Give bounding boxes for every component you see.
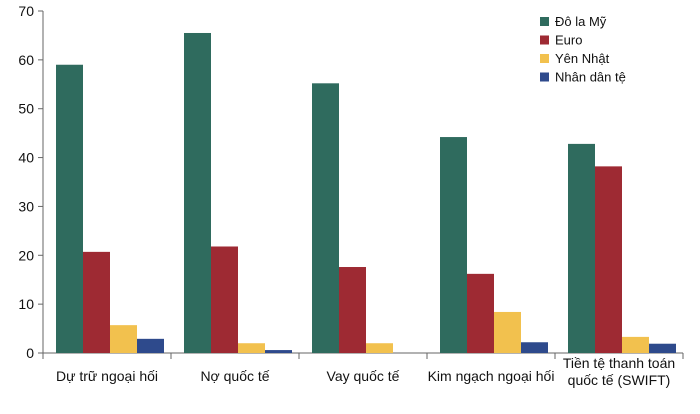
bar-2-2 bbox=[211, 246, 238, 353]
y-tick-label: 10 bbox=[18, 296, 34, 312]
legend-label: Euro bbox=[555, 33, 582, 48]
category-label: Vay quốc tế bbox=[327, 368, 400, 384]
legend-swatch bbox=[540, 17, 549, 26]
bar-3-2 bbox=[238, 343, 265, 353]
bar-2-1 bbox=[83, 251, 110, 353]
category-label: Dự trữ ngoại hối bbox=[56, 368, 158, 384]
y-tick-label: 20 bbox=[18, 247, 34, 263]
y-tick-label: 40 bbox=[18, 150, 34, 166]
bar-4-4 bbox=[521, 342, 548, 353]
bar-1-2 bbox=[184, 32, 211, 353]
bar-1-3 bbox=[312, 83, 339, 354]
bar-3-5 bbox=[622, 336, 649, 353]
legend-label: Yên Nhật bbox=[555, 51, 610, 66]
legend-swatch bbox=[540, 72, 549, 82]
bar-3-4 bbox=[494, 311, 521, 353]
y-tick-label: 30 bbox=[18, 198, 34, 214]
category-label: quốc tế (SWIFT) bbox=[568, 372, 671, 388]
legend-label: Đô la Mỹ bbox=[555, 14, 607, 29]
bar-1-4 bbox=[440, 137, 467, 353]
category-label: Kim ngạch ngoại hối bbox=[428, 368, 555, 384]
chart-bars bbox=[56, 32, 676, 354]
legend-swatch bbox=[540, 54, 549, 63]
bar-2-3 bbox=[339, 267, 366, 353]
bar-3-1 bbox=[110, 325, 137, 353]
category-labels: Dự trữ ngoại hối Nợ quốc tế Vay quốc tế Kim… bbox=[56, 355, 675, 388]
bar-3-3 bbox=[366, 343, 393, 353]
bar-4-1 bbox=[137, 338, 164, 353]
bar-1-1 bbox=[56, 64, 83, 353]
chart-legend: Đô la Mỹ Euro Yên Nhật Nhân dân tệ bbox=[540, 14, 626, 85]
y-tick-label: 50 bbox=[18, 101, 34, 117]
bar-2-5 bbox=[595, 166, 622, 353]
category-label: Nợ quốc tế bbox=[200, 368, 269, 384]
y-tick-label: 0 bbox=[26, 345, 34, 361]
bar-4-2 bbox=[265, 350, 292, 353]
bar-2-4 bbox=[467, 273, 494, 353]
category-label: Tiền tệ thanh toán bbox=[563, 355, 675, 371]
legend-swatch bbox=[540, 35, 549, 45]
legend-label: Nhân dân tệ bbox=[555, 70, 626, 85]
y-tick-label: 70 bbox=[18, 3, 34, 19]
bar-4-5 bbox=[649, 343, 676, 353]
bar-1-5 bbox=[568, 143, 595, 353]
y-tick-label: 60 bbox=[18, 52, 34, 68]
